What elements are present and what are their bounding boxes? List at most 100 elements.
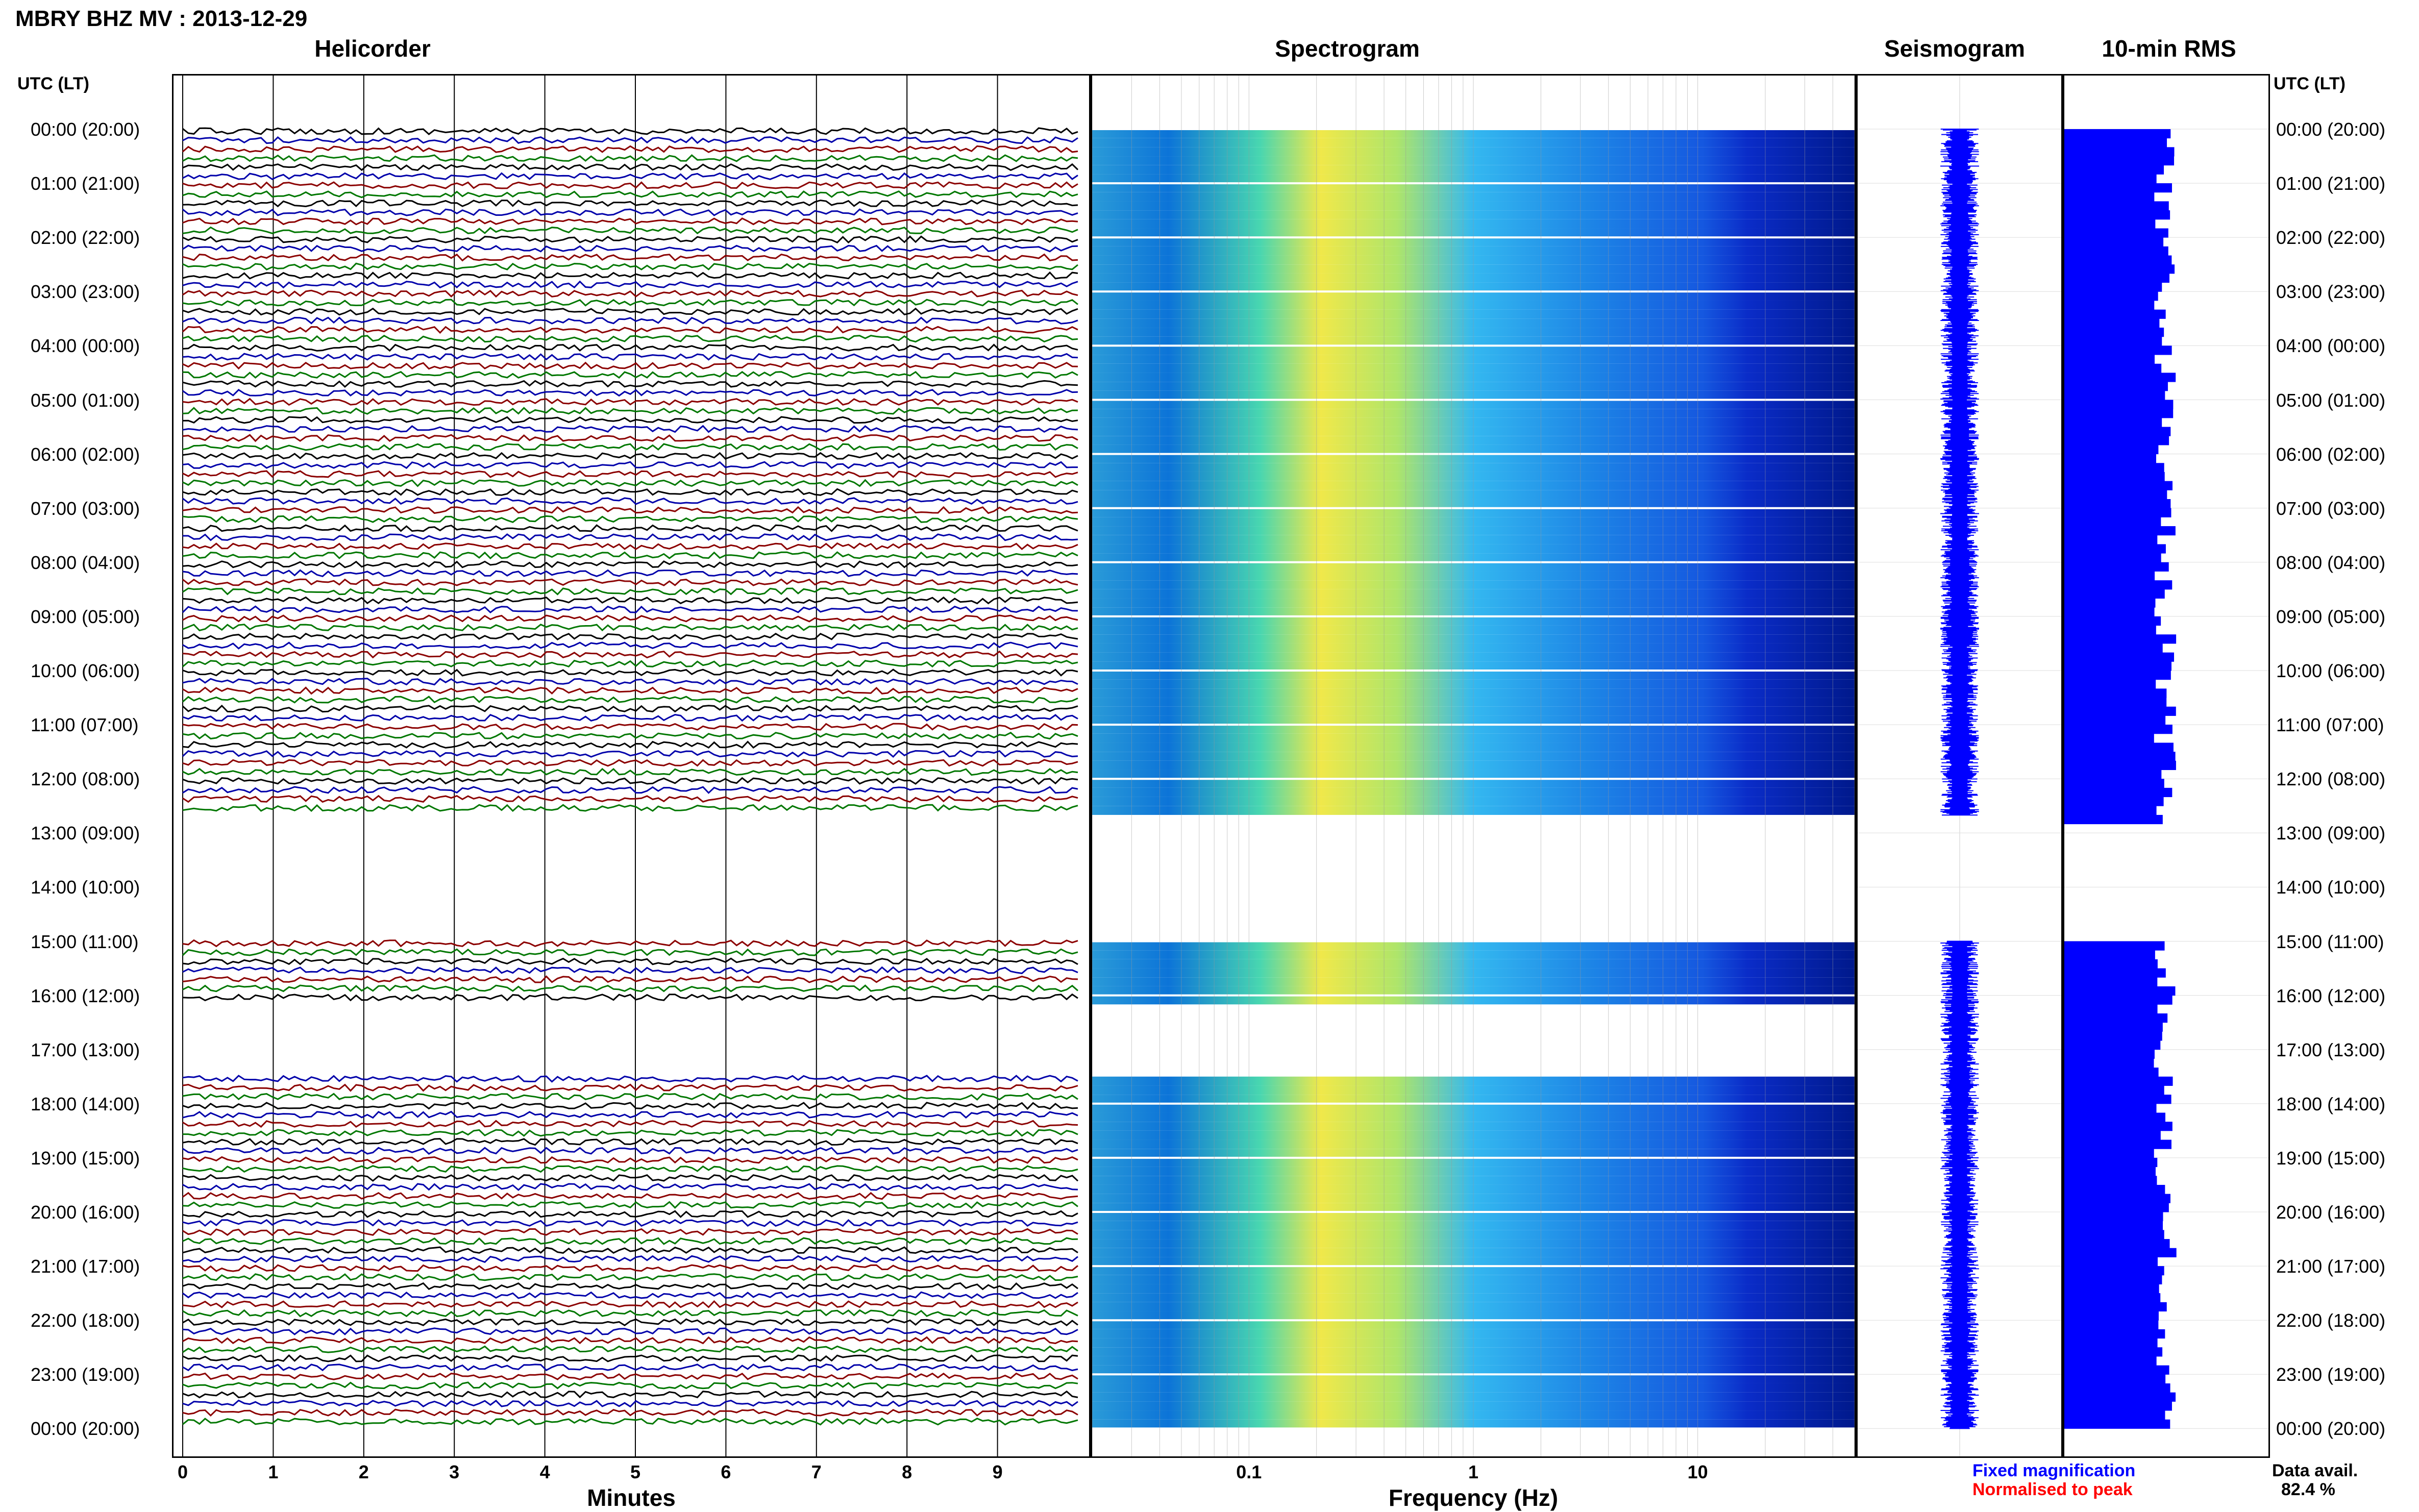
rms-bar xyxy=(2064,1068,2159,1077)
rms-panel xyxy=(2063,74,2270,1458)
helicorder-trace xyxy=(182,777,1078,785)
rms-bar xyxy=(2064,1013,2168,1023)
rms-bar xyxy=(2064,1266,2164,1276)
time-label-right: 19:00 (15:00) xyxy=(2276,1147,2386,1169)
rms-bar xyxy=(2064,363,2162,373)
minutes-axis-label: Minutes xyxy=(587,1484,676,1511)
time-label-right: 12:00 (08:00) xyxy=(2276,769,2386,790)
rms-bar xyxy=(2064,481,2173,490)
helicorder-trace xyxy=(182,343,1078,352)
rms-bar xyxy=(2064,634,2177,644)
header-seismogram: Seismogram xyxy=(1884,35,2026,62)
helicorder-trace xyxy=(182,1237,1078,1245)
minute-tick-label: 6 xyxy=(721,1461,731,1482)
helicorder-trace xyxy=(182,704,1078,713)
helicorder-trace xyxy=(182,190,1078,199)
helicorder-trace xyxy=(182,1372,1078,1380)
time-label-right: 11:00 (07:00) xyxy=(2276,714,2384,736)
rms-bar xyxy=(2064,156,2175,166)
time-label-right: 01:00 (21:00) xyxy=(2276,173,2386,194)
rms-bar xyxy=(2064,382,2168,391)
rms-bar xyxy=(2064,968,2166,978)
rms-bar xyxy=(2064,1347,2163,1357)
helicorder-trace xyxy=(182,416,1078,424)
rms-bar xyxy=(2064,652,2175,662)
helicorder-trace xyxy=(182,614,1078,623)
rms-bar xyxy=(2064,345,2172,355)
helicorder-trace xyxy=(182,686,1078,695)
rms-bar xyxy=(2064,1329,2165,1339)
time-axis-label-right: UTC (LT) xyxy=(2274,74,2346,93)
rms-bar xyxy=(2064,598,2156,608)
data-availability-value: 82.4 % xyxy=(2281,1480,2335,1499)
helicorder-trace xyxy=(182,1083,1078,1092)
rms-bar xyxy=(2064,1293,2161,1303)
time-label-left: 13:00 (09:00) xyxy=(31,823,140,844)
helicorder-trace xyxy=(182,425,1078,433)
rms-bar xyxy=(2064,1095,2171,1104)
time-label-left: 16:00 (12:00) xyxy=(31,985,140,1006)
helicorder-trace xyxy=(182,335,1078,343)
helicorder-trace xyxy=(182,795,1078,803)
helicorder-trace xyxy=(182,1300,1078,1308)
rms-bar xyxy=(2064,1230,2164,1240)
helicorder-trace xyxy=(182,984,1078,993)
seismogram-trace xyxy=(1940,940,1979,1429)
rms-bar xyxy=(2064,192,2155,202)
helicorder-trace xyxy=(182,154,1078,162)
rms-bar xyxy=(2064,1157,2158,1168)
time-label-right: 10:00 (06:00) xyxy=(2276,660,2386,681)
minute-tick-label: 0 xyxy=(177,1461,188,1482)
rms-bar xyxy=(2064,1058,2154,1068)
seismogram-panel xyxy=(1856,74,2063,1458)
time-label-right: 22:00 (18:00) xyxy=(2276,1310,2386,1331)
rms-bar xyxy=(2064,779,2164,788)
rms-bar xyxy=(2064,318,2160,328)
time-label-right: 20:00 (16:00) xyxy=(2276,1202,2386,1223)
helicorder-trace xyxy=(182,316,1078,325)
helicorder-trace xyxy=(182,262,1078,270)
rms-bar xyxy=(2064,1248,2177,1257)
rms-bar xyxy=(2064,1076,2173,1086)
helicorder-trace xyxy=(182,1364,1078,1372)
helicorder-trace xyxy=(182,1399,1078,1408)
helicorder-trace xyxy=(182,172,1078,181)
minute-tick-label: 9 xyxy=(992,1461,1003,1482)
rms-bar xyxy=(2064,508,2171,517)
helicorder-trace xyxy=(182,488,1078,496)
helicorder-trace xyxy=(182,578,1078,586)
rms-bar xyxy=(2064,1085,2164,1095)
rms-bar xyxy=(2064,237,2164,247)
rms-bar xyxy=(2064,300,2155,310)
rms-bar xyxy=(2064,959,2158,969)
rms-bar xyxy=(2064,147,2175,157)
helicorder-trace xyxy=(182,235,1078,244)
rms-bar xyxy=(2064,544,2166,554)
helicorder-trace xyxy=(182,1390,1078,1399)
helicorder-trace xyxy=(182,569,1078,578)
rms-bar xyxy=(2064,1203,2169,1212)
rms-bar xyxy=(2064,1212,2163,1222)
helicorder-trace xyxy=(182,497,1078,505)
rms-bar xyxy=(2064,1184,2165,1195)
helicorder-trace xyxy=(182,208,1078,216)
helicorder-trace xyxy=(182,1183,1078,1191)
time-label-right: 00:00 (20:00) xyxy=(2276,1418,2386,1440)
helicorder-trace xyxy=(182,713,1078,722)
helicorder-trace xyxy=(182,1174,1079,1182)
helicorder-trace xyxy=(182,624,1078,632)
helicorder-trace xyxy=(182,587,1078,596)
rms-bar xyxy=(2064,1004,2158,1014)
rms-bar xyxy=(2064,986,2176,996)
rms-bar xyxy=(2064,454,2156,463)
time-label-right: 07:00 (03:00) xyxy=(2276,498,2386,519)
minute-tick-label: 2 xyxy=(358,1461,369,1482)
rms-bar xyxy=(2064,264,2175,274)
helicorder-trace xyxy=(182,1255,1078,1263)
helicorder-trace xyxy=(183,533,1078,541)
helicorder-trace xyxy=(182,407,1078,415)
time-label-left: 02:00 (22:00) xyxy=(31,227,140,249)
rms-bar xyxy=(2064,1410,2165,1420)
helicorder-trace xyxy=(182,1345,1078,1353)
helicorder-trace xyxy=(182,948,1078,956)
